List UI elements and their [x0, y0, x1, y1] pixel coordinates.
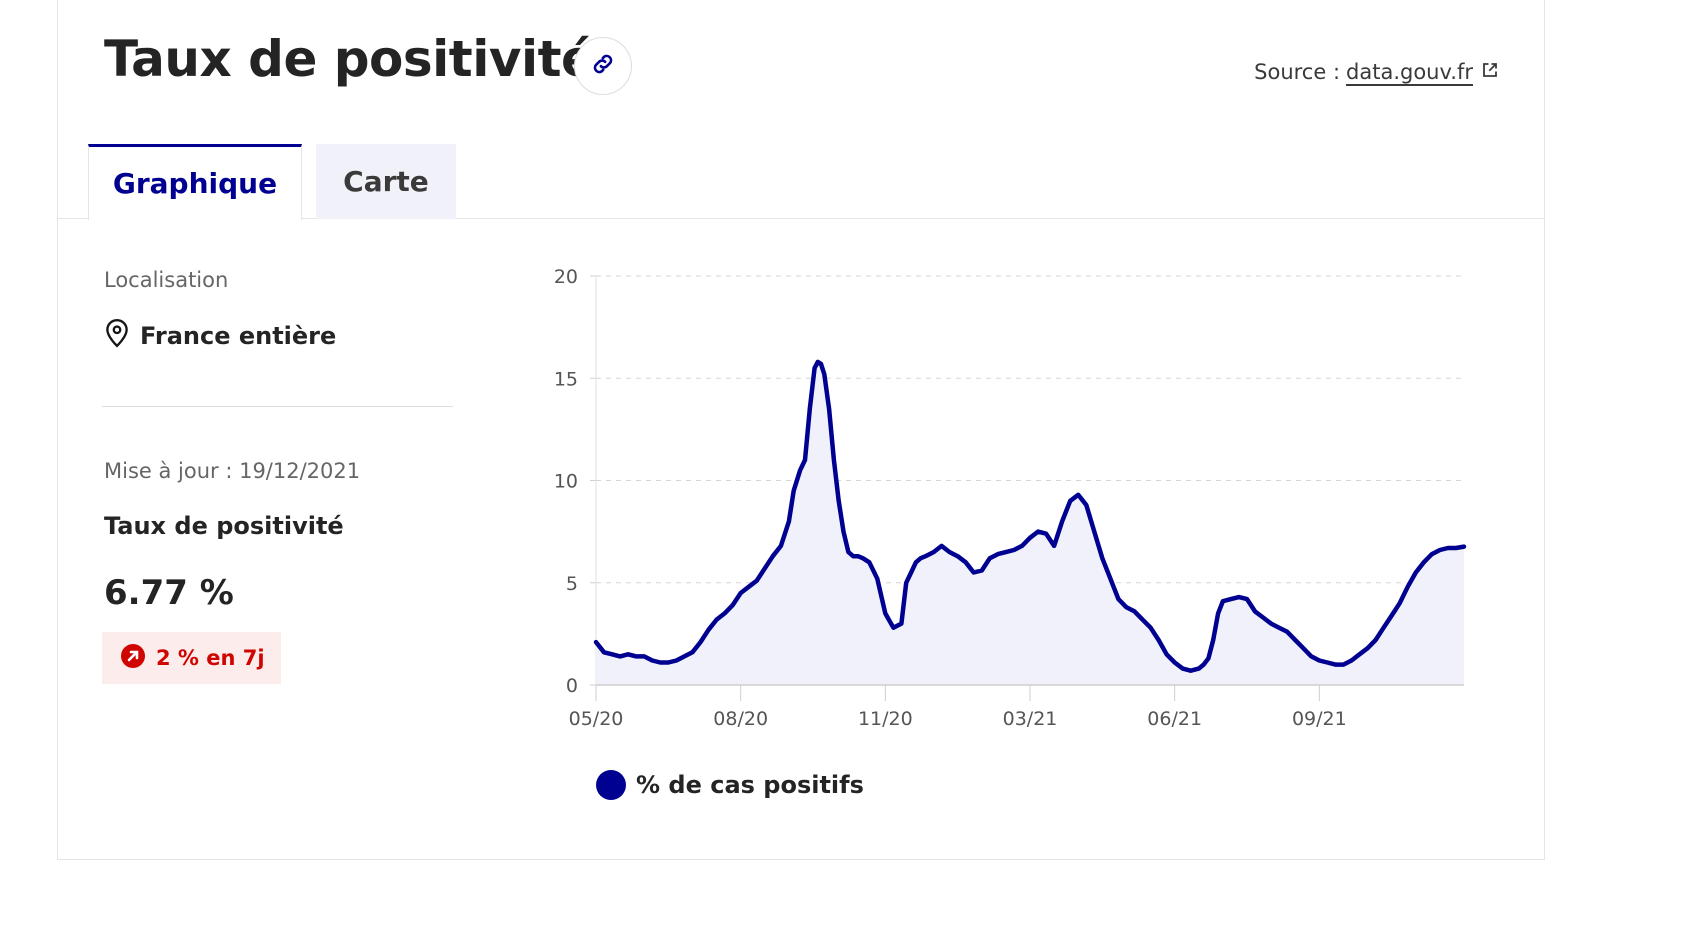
series-area	[596, 361, 1464, 685]
x-tick-label: 11/20	[858, 708, 913, 730]
legend-label: % de cas positifs	[636, 771, 864, 799]
legend-dot	[596, 770, 626, 800]
copy-link-button[interactable]	[574, 37, 632, 95]
update-date: Mise à jour : 19/12/2021	[104, 459, 361, 483]
page-title: Taux de positivité	[104, 30, 595, 88]
x-tick-label: 09/21	[1292, 708, 1347, 730]
y-tick-label: 20	[554, 266, 578, 288]
x-tick-label: 06/21	[1147, 708, 1202, 730]
source-link-text: data.gouv.fr	[1346, 60, 1473, 84]
location-label: Localisation	[104, 268, 229, 292]
trend-text: 2 % en 7j	[156, 646, 265, 670]
source: Source : data.gouv.fr	[1254, 60, 1499, 84]
tab-graphique[interactable]: Graphique	[88, 144, 302, 220]
y-tick-label: 0	[566, 675, 578, 697]
x-tick-label: 03/21	[1003, 708, 1058, 730]
series-line	[593, 359, 1467, 673]
source-link[interactable]: data.gouv.fr	[1346, 60, 1499, 84]
arrow-up-right-icon	[120, 643, 146, 674]
link-icon	[590, 51, 616, 81]
chart-legend: % de cas positifs	[596, 770, 864, 800]
x-tick-label: 08/20	[713, 708, 768, 730]
location-value: France entière	[140, 322, 337, 350]
location-selector[interactable]: France entière	[104, 318, 336, 354]
y-tick-label: 10	[554, 471, 578, 493]
x-tick-label: 05/20	[569, 708, 624, 730]
metric-title: Taux de positivité	[104, 512, 344, 540]
trend-badge: 2 % en 7j	[102, 632, 281, 684]
y-tick-label: 5	[566, 573, 578, 595]
y-tick-label: 15	[554, 368, 578, 390]
tabs-divider	[57, 218, 1545, 219]
positivity-chart: 0 5 10 15 20 05/20 08/20 11/20 03/21 06/21 09/21	[554, 266, 1467, 730]
sidebar-divider	[102, 406, 453, 407]
external-link-icon	[1481, 60, 1499, 84]
metric-value: 6.77 %	[104, 573, 234, 613]
tab-carte[interactable]: Carte	[316, 144, 456, 219]
source-label: Source :	[1254, 60, 1341, 84]
map-pin-icon	[104, 318, 130, 354]
indicator-card	[57, 0, 1545, 860]
